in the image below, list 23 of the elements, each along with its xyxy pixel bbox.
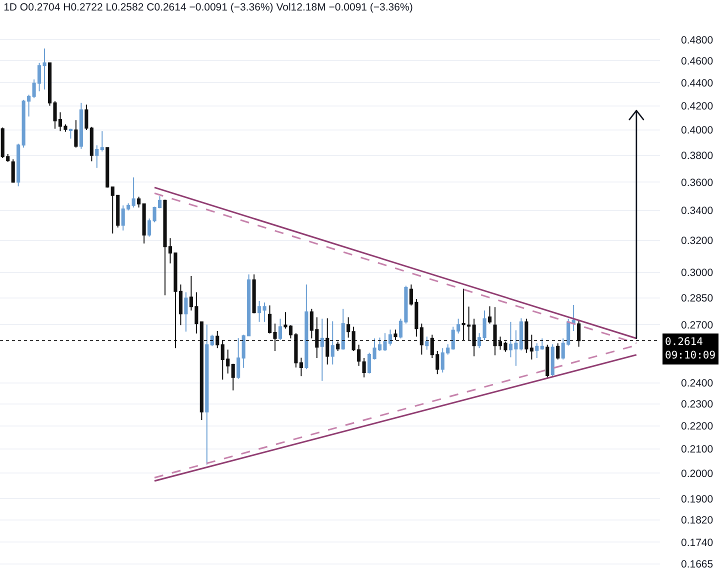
y-tick-label: 0.3200 (681, 235, 714, 248)
y-tick-label: 0.1820 (681, 514, 714, 527)
y-tick-label: 0.2400 (681, 378, 714, 390)
y-tick-label: 0.4000 (681, 124, 714, 137)
y-tick-label: 0.1740 (681, 536, 714, 549)
y-tick-label: 0.3800 (681, 150, 714, 162)
y-tick-label: 0.2300 (681, 398, 714, 411)
y-tick-label: 0.4200 (681, 100, 714, 112)
y-tick-label: 0.1665 (681, 558, 714, 571)
y-tick-label: 0.4600 (681, 55, 714, 68)
y-tick-label: 0.2200 (681, 420, 714, 433)
y-tick-label: 0.3600 (681, 176, 714, 189)
y-tick-label: 0.1900 (681, 493, 714, 506)
y-tick-label: 0.3000 (681, 267, 714, 280)
y-tick-label: 0.4400 (681, 77, 714, 90)
y-tick-label: 0.2700 (681, 319, 714, 332)
y-tick-label: 0.4800 (681, 34, 714, 46)
y-tick-label: 0.3400 (681, 205, 714, 218)
y-tick-label: 0.2000 (681, 468, 714, 480)
chart-title: 1D O0.2704 H0.2722 L0.2582 C0.2614 −0.0091 (−3.36%) Vol12.18M −0.0091 (−3.36%) (4, 2, 413, 14)
y-tick-label: 0.2100 (681, 444, 714, 456)
y-tick-label: 0.2850 (681, 292, 714, 304)
ref-line-label: 0.2614 09:10:09 (665, 336, 716, 362)
